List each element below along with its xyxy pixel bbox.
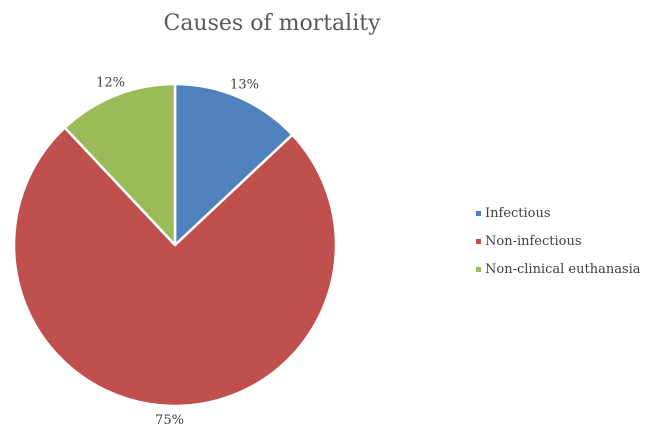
pie-percent-label: 75% <box>155 413 184 428</box>
legend: Infectious Non-infectious Non-clinical eut… <box>476 206 641 277</box>
chart-title: Causes of mortality <box>163 11 381 36</box>
pie-percent-labels: 13% 75% 12% <box>96 75 259 428</box>
pie-slice-infectious <box>173 82 294 247</box>
legend-label: Non-infectious <box>485 234 582 249</box>
pie-percent-label: 13% <box>230 77 259 92</box>
legend-label: Non-clinical euthanasia <box>485 262 641 277</box>
pie-slice-non-infectious <box>12 126 338 408</box>
legend-swatch <box>476 267 481 272</box>
legend-swatch <box>476 211 481 216</box>
pie-percent-label: 12% <box>96 75 125 90</box>
pie-slice-non-clinical-euthanasia <box>63 82 177 247</box>
legend-label: Infectious <box>485 206 551 221</box>
pie-slices <box>12 82 338 408</box>
legend-swatch <box>476 239 481 244</box>
